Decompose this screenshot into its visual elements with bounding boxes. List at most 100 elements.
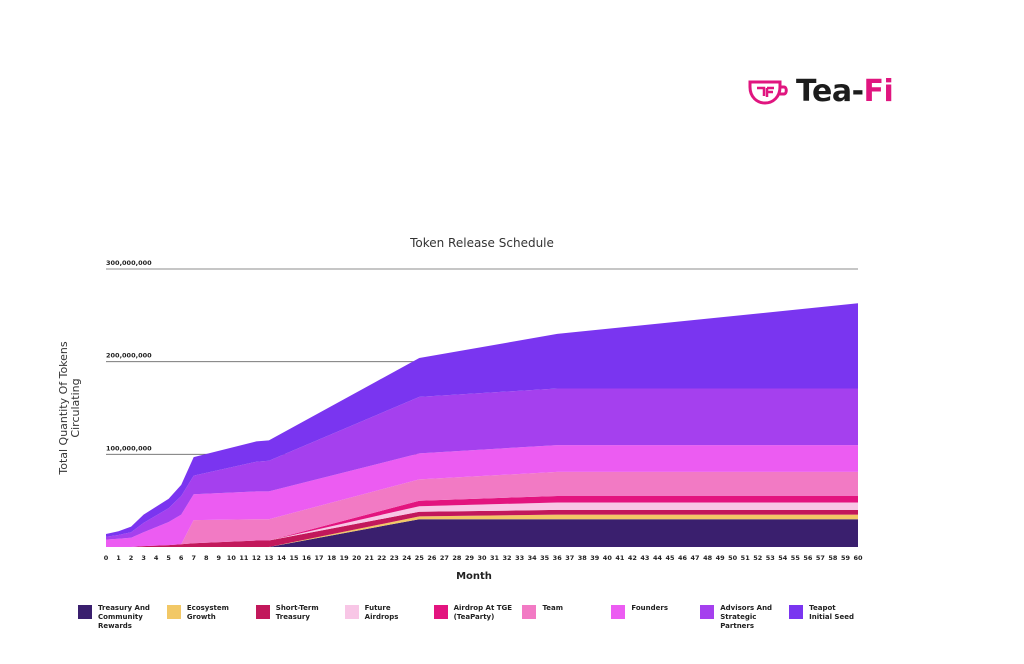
x-tick-label: 41 — [615, 554, 625, 562]
legend-label: Future Airdrops — [364, 604, 399, 621]
x-tick-label: 27 — [440, 554, 449, 562]
x-tick-label: 52 — [753, 554, 762, 562]
legend-swatch — [255, 605, 270, 619]
legend-item: Team — [522, 604, 611, 631]
x-tick-label: 34 — [528, 554, 538, 562]
teacup-logo-icon — [748, 80, 788, 105]
legend-label: Advisors And Strategic Partners — [720, 604, 773, 630]
legend-label: Short-Term Treasury — [275, 604, 319, 621]
x-tick-label: 57 — [816, 554, 825, 562]
x-tick-label: 54 — [778, 554, 788, 562]
legend-swatch — [522, 605, 537, 619]
y-tick-label: 100,000,000 — [106, 444, 152, 452]
x-tick-label: 25 — [415, 554, 425, 562]
stacked-areas — [106, 303, 858, 547]
x-tick-label: 15 — [289, 554, 299, 562]
x-tick-label: 12 — [252, 554, 261, 562]
legend-item: Treasury And Community Rewards — [78, 604, 167, 631]
x-tick-label: 0 — [104, 554, 109, 562]
x-tick-labels: 0 1 2 3 4 5 6 7 8 9 10 11 12 13 14 15 16 17 18 19 20 21 22 23 24… — [104, 554, 863, 562]
x-tick-label: 47 — [691, 554, 700, 562]
legend-item: Founders — [611, 604, 700, 631]
x-tick-label: 16 — [302, 554, 312, 562]
x-tick-label: 32 — [503, 554, 512, 562]
y-axis-label-line2: Circulating — [69, 378, 82, 437]
x-tick-label: 5 — [166, 554, 171, 562]
x-tick-label: 33 — [515, 554, 524, 562]
x-tick-label: 26 — [427, 554, 437, 562]
legend-swatch — [789, 605, 804, 619]
area-team — [106, 471, 858, 547]
area-short-term-treasury — [106, 509, 858, 547]
x-tick-label: 53 — [766, 554, 775, 562]
area-ecosystem-growth — [106, 514, 858, 547]
chart-title: Token Release Schedule — [409, 236, 554, 250]
x-tick-label: 4 — [154, 554, 159, 562]
x-tick-label: 58 — [828, 554, 838, 562]
brand-name-suffix: Fi — [863, 74, 894, 109]
x-tick-label: 29 — [465, 554, 475, 562]
area-teapot-initial-seed — [106, 303, 858, 537]
legend-label: Founders — [631, 604, 668, 612]
y-tick-label: 200,000,000 — [106, 352, 152, 360]
legend-swatch — [344, 605, 359, 619]
x-tick-label: 31 — [490, 554, 500, 562]
legend-item: Ecosystem Growth — [166, 604, 256, 631]
x-tick-label: 28 — [452, 554, 462, 562]
y-axis-label-line1: Total Quantity Of Tokens — [57, 341, 70, 476]
x-tick-label: 36 — [553, 554, 563, 562]
area-future-airdrops — [106, 502, 858, 547]
y-tick-label: 300,000,000 — [106, 259, 152, 267]
legend-item: Teapot Initial Seed — [789, 604, 878, 631]
legend-item: Future Airdrops — [344, 604, 434, 631]
legend-item: Airdrop At TGE (TeaParty) — [433, 604, 523, 631]
legend-label: Treasury And Community Rewards — [98, 604, 150, 630]
legend-label: Airdrop At TGE (TeaParty) — [453, 604, 513, 621]
brand-name-prefix: Tea- — [796, 74, 864, 109]
x-tick-label: 7 — [191, 554, 196, 562]
x-tick-label: 20 — [352, 554, 362, 562]
x-tick-label: 59 — [841, 554, 851, 562]
area-treasury-and-community-rewards — [106, 519, 858, 547]
x-tick-label: 40 — [603, 554, 613, 562]
x-tick-label: 38 — [578, 554, 588, 562]
legend-label: Team — [542, 604, 564, 612]
area-airdrop-at-tge-teaparty — [106, 496, 858, 547]
x-tick-label: 24 — [402, 554, 412, 562]
x-tick-label: 19 — [340, 554, 350, 562]
x-tick-label: 11 — [239, 554, 249, 562]
x-tick-label: 51 — [741, 554, 751, 562]
x-tick-label: 3 — [141, 554, 146, 562]
legend-swatch — [433, 605, 448, 619]
x-tick-label: 17 — [315, 554, 324, 562]
x-tick-label: 22 — [377, 554, 386, 562]
brand-name: Tea-Fi — [796, 74, 894, 109]
x-axis-label: Month — [456, 571, 492, 582]
x-tick-label: 55 — [791, 554, 801, 562]
legend-swatch — [611, 605, 626, 619]
x-tick-label: 21 — [365, 554, 375, 562]
brand-logo: Tea-Fi — [748, 74, 894, 109]
x-tick-label: 39 — [590, 554, 600, 562]
x-tick-label: 2 — [129, 554, 134, 562]
x-tick-label: 6 — [179, 554, 184, 562]
x-tick-label: 37 — [565, 554, 574, 562]
x-tick-label: 42 — [628, 554, 637, 562]
x-tick-label: 46 — [678, 554, 688, 562]
x-tick-label: 48 — [703, 554, 713, 562]
legend-swatch — [700, 605, 715, 619]
x-tick-label: 56 — [803, 554, 813, 562]
x-tick-label: 44 — [653, 554, 663, 562]
x-tick-label: 1 — [116, 554, 121, 562]
legend-swatch — [78, 605, 92, 619]
x-tick-label: 60 — [853, 554, 863, 562]
area-advisors-and-strategic-partners — [106, 388, 858, 540]
x-tick-label: 23 — [390, 554, 399, 562]
y-tick-labels: 100,000,000 200,000,000 300,000,000 — [106, 259, 152, 452]
x-tick-label: 18 — [327, 554, 337, 562]
x-tick-label: 9 — [217, 554, 222, 562]
legend-swatch — [166, 605, 181, 619]
x-tick-label: 14 — [277, 554, 287, 562]
x-tick-label: 49 — [716, 554, 726, 562]
